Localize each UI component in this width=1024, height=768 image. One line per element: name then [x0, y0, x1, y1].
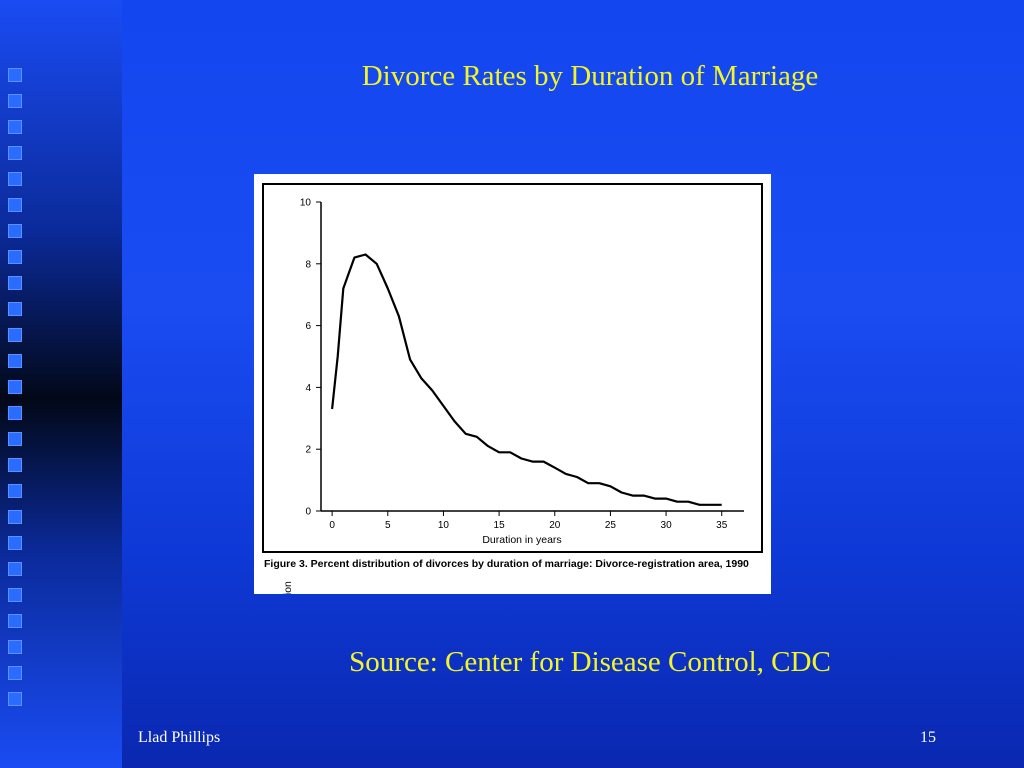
- bullet-square: [8, 692, 22, 706]
- bullet-square: [8, 380, 22, 394]
- y-axis-label: Percent distribution: [282, 581, 294, 594]
- y-tick-label: 10: [300, 198, 312, 209]
- bullet-square: [8, 276, 22, 290]
- bullet-column: [8, 68, 24, 718]
- page-number: 15: [920, 729, 936, 746]
- bullet-square: [8, 562, 22, 576]
- x-tick-label: 25: [605, 520, 617, 531]
- x-tick-label: 5: [385, 520, 391, 531]
- bullet-square: [8, 614, 22, 628]
- bullet-square: [8, 250, 22, 264]
- bullet-square: [8, 536, 22, 550]
- y-tick-label: 2: [305, 445, 311, 456]
- bullet-square: [8, 458, 22, 472]
- bullet-square: [8, 328, 22, 342]
- source-citation: Source: Center for Disease Control, CDC: [349, 646, 831, 678]
- x-tick-label: 35: [716, 520, 728, 531]
- y-tick-label: 0: [305, 507, 311, 518]
- bullet-square: [8, 172, 22, 186]
- series-line: [331, 253, 722, 506]
- footer-author: Llad Phillips: [138, 729, 221, 746]
- bullet-square: [8, 432, 22, 446]
- x-tick-label: 30: [661, 520, 673, 531]
- chart-frame: [262, 183, 763, 553]
- bullet-square: [8, 510, 22, 524]
- x-tick-label: 10: [438, 520, 450, 531]
- bullet-square: [8, 302, 22, 316]
- y-tick-label: 6: [305, 321, 311, 332]
- bullet-square: [8, 146, 22, 160]
- bullet-square: [8, 640, 22, 654]
- figure-caption: Figure 3. Percent distribution of divorc…: [264, 558, 749, 570]
- x-tick-label: 0: [329, 520, 335, 531]
- bullet-square: [8, 94, 22, 108]
- chart-axes: [320, 202, 744, 512]
- bullet-square: [8, 224, 22, 238]
- x-axis-label: Duration in years: [482, 534, 561, 546]
- x-tick-label: 15: [494, 520, 506, 531]
- chart-ticks: 0 5 10 15 20 25 30 35 0 2 4 6 8 10: [300, 198, 728, 532]
- bullet-square: [8, 666, 22, 680]
- bullet-square: [8, 354, 22, 368]
- bullet-square: [8, 484, 22, 498]
- slide-title: Divorce Rates by Duration of Marriage: [361, 60, 819, 92]
- bullet-square: [8, 198, 22, 212]
- bullet-square: [8, 68, 22, 82]
- bullet-square: [8, 406, 22, 420]
- bullet-square: [8, 588, 22, 602]
- chart-figure: 0 5 10 15 20 25 30 35 0 2 4 6 8 10 Duration in years …: [254, 174, 771, 594]
- y-tick-label: 8: [305, 259, 311, 270]
- y-tick-label: 4: [305, 383, 311, 394]
- left-decorative-strip: [0, 0, 122, 768]
- x-tick-label: 20: [549, 520, 561, 531]
- bullet-square: [8, 120, 22, 134]
